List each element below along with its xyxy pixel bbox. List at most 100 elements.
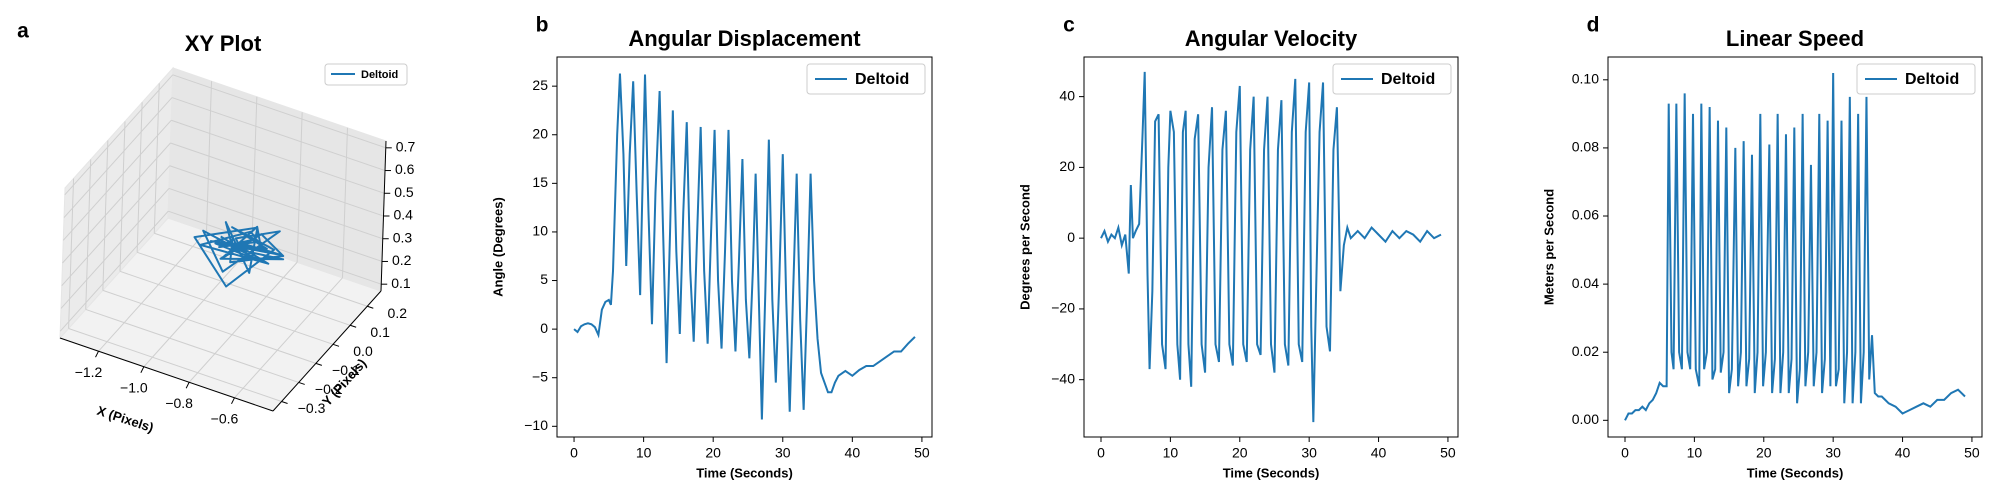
chart-title: Angular Displacement — [628, 26, 861, 51]
chart-title: XY Plot — [185, 31, 262, 56]
grid-line — [168, 187, 383, 262]
y-tick — [281, 401, 288, 404]
x-axis-label: X (Pixels) — [95, 403, 155, 435]
grid-line — [62, 142, 171, 264]
grid-line — [171, 119, 385, 194]
chart-title: Linear Speed — [1726, 26, 1864, 51]
z-tick-label: 0.2 — [392, 252, 412, 268]
y-tick-label: −0.1 — [332, 362, 360, 378]
y-axis — [272, 290, 382, 412]
y-tick-label: 0.10 — [1572, 71, 1599, 87]
data-line — [573, 73, 916, 420]
axes-frame — [1083, 56, 1459, 438]
grid-line — [188, 261, 298, 383]
x-tick-label: 50 — [1440, 445, 1456, 461]
grid-line — [64, 74, 174, 196]
y-tick-label: 0.0 — [353, 343, 373, 359]
panel-label: a — [17, 20, 29, 43]
panel-label: c — [1063, 14, 1075, 37]
y-axis-label: Angle (Degrees) — [490, 197, 505, 297]
axes-frame — [1607, 56, 1983, 438]
y-tick-label: 0.04 — [1572, 275, 1599, 291]
grid-line — [170, 142, 384, 217]
y-axis-label: Degrees per Second — [1017, 184, 1032, 310]
y-tick — [332, 343, 340, 347]
z-tick-label: 0.5 — [394, 184, 414, 200]
x-tick-label: −1.0 — [120, 379, 148, 395]
x-tick — [140, 366, 145, 373]
legend-box — [1332, 63, 1452, 95]
y-tick-label: 10 — [532, 223, 548, 239]
x-tick-label: 10 — [1687, 445, 1703, 461]
x-axis-label: Time (Seconds) — [1223, 465, 1320, 480]
x-tick-label: 40 — [845, 445, 861, 461]
x-tick-label: 20 — [705, 445, 721, 461]
legend-box — [806, 63, 926, 95]
x-tick-label: 10 — [636, 445, 652, 461]
y-tick-label: 25 — [532, 77, 548, 93]
grid-line — [119, 270, 334, 345]
y-tick — [298, 381, 305, 385]
data-line — [1100, 71, 1442, 423]
grid-line — [61, 165, 171, 287]
x-tick-label: 10 — [1163, 445, 1179, 461]
x-axis-label: Time (Seconds) — [696, 465, 793, 480]
x-tick-label: 0 — [1097, 445, 1105, 461]
grid-line — [85, 308, 299, 383]
y-tick-label: 0 — [540, 320, 548, 336]
grid-line — [169, 165, 383, 240]
z-tick-label: 0.6 — [395, 161, 415, 177]
grid-line — [98, 230, 207, 352]
panel-label: d — [1587, 14, 1600, 37]
y-tick-label: 0.2 — [388, 305, 408, 321]
grid-line — [59, 210, 169, 332]
y-tick-label: 5 — [540, 271, 548, 287]
x-tick-label: 20 — [1232, 445, 1248, 461]
grid-line — [60, 188, 170, 309]
panel-label: b — [536, 14, 549, 37]
y-tick-label: 20 — [1059, 158, 1075, 174]
legend-label: Deltoid — [1381, 71, 1435, 88]
y-tick-label: 40 — [1059, 87, 1075, 103]
x-axis-label: Time (Seconds) — [1747, 465, 1844, 480]
grid-line — [171, 97, 386, 172]
x-tick — [185, 382, 190, 389]
y-tick-label: −0.3 — [298, 400, 326, 416]
grid-line — [102, 289, 317, 364]
grid-line — [136, 251, 351, 326]
data-line — [193, 221, 285, 288]
z-axis — [380, 140, 387, 292]
y-tick — [367, 305, 374, 309]
legend-label: Deltoid — [1905, 71, 1959, 88]
x-tick-label: 40 — [1371, 445, 1387, 461]
y-tick-label: 0.06 — [1572, 207, 1599, 223]
y-tick-label: 0.00 — [1572, 411, 1599, 427]
grid-line — [68, 328, 282, 402]
grid-line — [234, 277, 343, 399]
grid-line — [154, 232, 368, 307]
z-tick-label: 0.4 — [394, 207, 414, 223]
legend-box — [324, 63, 408, 86]
data-line — [1624, 72, 1966, 421]
y-tick-label: −0.2 — [315, 381, 343, 397]
x-tick-label: 30 — [1825, 445, 1841, 461]
x-tick-label: 50 — [914, 445, 930, 461]
y-tick-label: 0.02 — [1572, 343, 1599, 359]
x-tick-label: −1.2 — [75, 364, 103, 380]
y-tick-label: 0.08 — [1572, 139, 1599, 155]
x-tick — [95, 350, 99, 358]
chart-title: Angular Velocity — [1185, 26, 1358, 51]
x-axis — [59, 337, 274, 412]
x-tick-label: 0 — [1621, 445, 1629, 461]
z-tick-label: 0.1 — [391, 275, 411, 291]
x-tick-label: 30 — [775, 445, 791, 461]
legend-box — [1856, 63, 1976, 95]
y-tick-label: 0.1 — [370, 324, 390, 340]
grid-line — [62, 119, 172, 241]
x-tick-label: 30 — [1301, 445, 1317, 461]
y-tick — [315, 362, 323, 366]
legend-label: Deltoid — [361, 69, 398, 81]
x-tick — [231, 397, 235, 405]
y-tick-label: −20 — [1051, 300, 1075, 316]
